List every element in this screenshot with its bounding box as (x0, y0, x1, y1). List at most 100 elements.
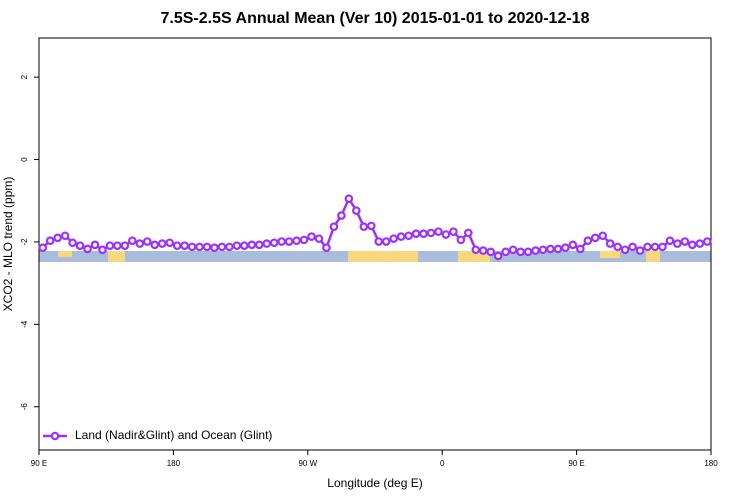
data-point (120, 241, 130, 250)
data-point (68, 238, 77, 248)
land-patch (600, 251, 620, 258)
data-point (128, 236, 137, 246)
data-point (344, 194, 354, 203)
x-tick-label: 90 W (298, 459, 317, 468)
plot-frame (38, 37, 712, 451)
data-point (195, 242, 204, 252)
data-point (486, 247, 496, 257)
data-point (45, 236, 55, 246)
data-point (187, 242, 197, 252)
data-point (157, 239, 167, 248)
data-point (337, 211, 346, 220)
data-point (202, 242, 212, 252)
data-point (217, 242, 227, 252)
data-point (493, 251, 503, 261)
data-point (366, 221, 376, 231)
data-point (590, 233, 600, 243)
data-point (613, 242, 622, 252)
data-point (284, 237, 294, 246)
data-point (180, 241, 189, 250)
data-point (150, 240, 160, 250)
data-point (635, 246, 645, 255)
land-ocean-strip (39, 251, 711, 262)
data-point (142, 237, 152, 246)
data-point (501, 247, 510, 257)
data-point (90, 240, 100, 250)
data-point (352, 206, 361, 215)
data-point (598, 231, 608, 241)
data-point (695, 239, 705, 248)
data-point (553, 244, 563, 254)
data-point (650, 242, 660, 252)
land-patch (458, 251, 490, 262)
data-point (83, 244, 92, 254)
data-point (75, 241, 85, 250)
data-point (240, 241, 249, 250)
data-point (404, 231, 413, 241)
data-point (38, 243, 48, 253)
data-point (508, 245, 518, 255)
data-point (665, 236, 675, 246)
data-point (531, 246, 540, 255)
data-point (658, 242, 667, 252)
y-tick-label: -6 (20, 403, 29, 411)
data-point (441, 230, 451, 239)
y-tick-label: -2 (20, 238, 29, 246)
data-point (419, 229, 428, 239)
x-tick-label: 180 (167, 459, 181, 468)
data-point (105, 241, 115, 250)
data-point (546, 244, 555, 254)
data-point (113, 241, 122, 250)
data-point (538, 245, 548, 255)
data-point (449, 227, 458, 236)
data-point (262, 239, 272, 248)
data-point (269, 238, 279, 248)
y-tick-label: 0 (20, 157, 29, 162)
data-point (568, 240, 578, 250)
data-point (576, 244, 585, 254)
data-point (605, 239, 615, 248)
land-patch (646, 251, 660, 262)
data-point (620, 245, 630, 255)
data-point (53, 233, 62, 243)
data-point (561, 243, 570, 253)
data-point (60, 231, 70, 241)
data-point (643, 242, 652, 252)
data-point (359, 222, 369, 231)
data-point (165, 238, 174, 248)
data-point (411, 229, 421, 239)
y-axis-label: XCO2 - MLO trend (ppm) (1, 177, 15, 312)
data-point (688, 240, 697, 250)
data-point (225, 242, 234, 252)
land-patch (58, 251, 72, 257)
x-tick-label: 90 E (31, 459, 47, 468)
data-point (702, 237, 712, 246)
data-point (471, 245, 481, 255)
legend-marker (50, 431, 60, 441)
data-point (673, 239, 682, 248)
data-point (135, 239, 145, 248)
data-point (232, 241, 242, 250)
data-point (98, 245, 107, 255)
data-point (322, 243, 331, 253)
data-point (583, 236, 593, 246)
data-point (381, 237, 391, 246)
data-point (478, 246, 488, 255)
chart-title: 7.5S-2.5S Annual Mean (Ver 10) 2015-01-0… (161, 10, 590, 27)
data-point (277, 237, 286, 246)
y-tick-label: -4 (20, 320, 29, 328)
land-patch (108, 251, 125, 262)
data-point (434, 227, 443, 236)
legend-label: Land (Nadir&Glint) and Ocean (Glint) (75, 428, 272, 442)
y-tick-label: 2 (20, 74, 29, 79)
data-point (292, 236, 301, 246)
data-point (396, 232, 406, 241)
data-point (314, 234, 324, 243)
data-point (680, 237, 690, 246)
data-point (389, 234, 398, 243)
data-point (307, 232, 316, 241)
data-point (628, 242, 637, 252)
data-point (374, 237, 384, 246)
data-point (464, 228, 473, 238)
data-point (254, 240, 264, 250)
